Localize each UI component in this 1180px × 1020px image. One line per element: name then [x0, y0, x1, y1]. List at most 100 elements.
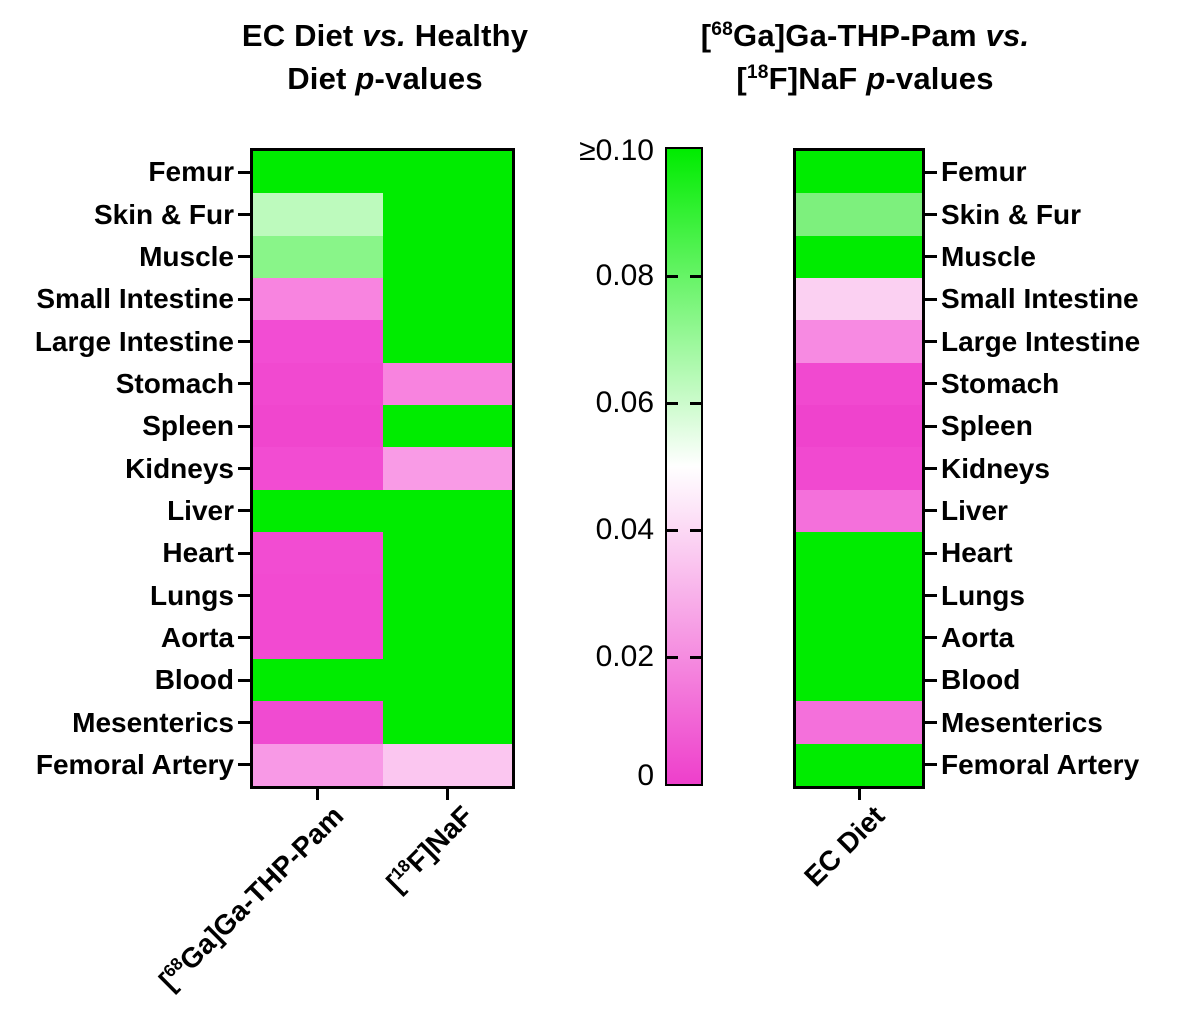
- row-label: Blood: [154, 664, 234, 696]
- y-axis-tick: [925, 213, 937, 216]
- heatmap-cell: [253, 574, 383, 617]
- isotope-superscript: 68: [711, 19, 733, 41]
- heatmap-cell: [796, 659, 922, 702]
- y-axis-tick: [238, 509, 250, 513]
- heatmap-cell: [796, 574, 922, 617]
- colorbar-tick-label: 0.04: [595, 513, 654, 546]
- heatmap-cell: [382, 616, 512, 659]
- title-text-italic: p: [866, 61, 886, 96]
- y-axis-tick: [925, 721, 937, 724]
- title-text: Ga]Ga-THP-Pam: [733, 18, 986, 53]
- x-axis-label: [18F]NaF: [380, 800, 480, 899]
- y-axis-tick: [238, 297, 250, 301]
- heatmap-left: Femur Skin & Fur Muscle Small Intestine Larg…: [35, 148, 515, 996]
- row-label: Spleen: [142, 410, 234, 442]
- heatmap-right: Femur Skin & Fur Muscle Small Intestine Larg…: [793, 148, 1140, 892]
- title-text-italic: p: [355, 61, 375, 96]
- heatmap-cell: [253, 447, 383, 490]
- heatmap-cell: [253, 151, 383, 194]
- row-label: Femoral Artery: [35, 748, 234, 780]
- heatmap-cell: [382, 193, 512, 236]
- y-axis-tick: [238, 213, 250, 216]
- y-axis-tick: [238, 721, 250, 724]
- row-label: Muscle: [941, 240, 1036, 272]
- heatmap-cell: [253, 616, 383, 659]
- y-axis-tick: [925, 467, 937, 470]
- title-text-italic: vs.: [362, 18, 406, 53]
- heatmap-cell: [796, 405, 922, 448]
- row-label: Skin & Fur: [941, 198, 1082, 230]
- heatmap-cell: [382, 489, 512, 532]
- row-label: Femur: [148, 156, 234, 188]
- row-label: Large Intestine: [34, 325, 234, 357]
- y-axis-tick: [925, 382, 937, 386]
- y-axis-tick: [238, 170, 250, 174]
- colorbar-tick-label: 0.06: [595, 386, 654, 419]
- y-axis-tick: [925, 424, 937, 428]
- row-label: Small Intestine: [941, 283, 1139, 315]
- heatmap-cell: [382, 447, 512, 490]
- row-label: Mesenterics: [72, 706, 234, 738]
- heatmap-cell: [796, 151, 922, 194]
- heatmap-cell: [796, 447, 922, 490]
- heatmap-cell: [253, 193, 383, 236]
- heatmap-cell: [796, 616, 922, 659]
- isotope-superscript: 18: [387, 855, 415, 884]
- title-text-italic: vs.: [985, 18, 1030, 53]
- row-label: Stomach: [115, 367, 234, 399]
- row-label: Muscle: [139, 240, 234, 272]
- colorbar-tick: [667, 274, 678, 278]
- row-label: Heart: [162, 537, 234, 569]
- colorbar-tick: [690, 655, 701, 659]
- right-title-line2: [18F]NaF p-values: [630, 57, 1100, 100]
- heatmap-cell: [382, 743, 512, 786]
- heatmap-cell: [796, 193, 922, 236]
- row-label: Heart: [941, 537, 1013, 569]
- heatmap-cell: [796, 362, 922, 405]
- row-label: Mesenterics: [941, 706, 1103, 738]
- heatmap-cell: [382, 278, 512, 321]
- row-label: Blood: [941, 664, 1021, 696]
- title-text: -values: [885, 61, 994, 96]
- row-label: Kidneys: [941, 452, 1050, 484]
- y-axis-tick: [238, 255, 250, 259]
- heatmap-cell: [382, 151, 512, 194]
- right-panel-title: [68Ga]Ga-THP-Pam vs. [18F]NaF p-values: [630, 14, 1100, 100]
- x-axis-label: [68Ga]Ga-THP-Pam: [153, 800, 350, 997]
- y-axis-tick: [238, 467, 250, 470]
- title-text: Diet: [287, 61, 356, 96]
- colorbar-tick: [690, 401, 701, 405]
- y-axis-tick: [238, 551, 250, 555]
- heatmap-cell: [253, 405, 383, 448]
- left-title-line1: EC Diet vs. Healthy: [135, 14, 635, 57]
- heatmap-cell: [796, 235, 922, 278]
- colorbar-tick-label: 0.02: [595, 640, 654, 673]
- colorbar-tick: [667, 401, 678, 405]
- x-axis-tick: [445, 786, 449, 800]
- row-label: Liver: [941, 494, 1008, 526]
- heatmap-cell: [796, 489, 922, 532]
- heatmap-cell: [253, 532, 383, 575]
- row-label: Aorta: [160, 621, 234, 653]
- y-axis-tick: [925, 509, 937, 513]
- y-axis-tick: [238, 678, 250, 682]
- heatmap-cell: [796, 278, 922, 321]
- heatmap-cell: [253, 489, 383, 532]
- heatmap-cell: [796, 320, 922, 363]
- y-axis-tick: [925, 551, 937, 555]
- row-label: Lungs: [150, 579, 234, 611]
- colorbar-tick-label: ≥0.10: [579, 134, 654, 167]
- heatmap-cell: [382, 320, 512, 363]
- heatmap-cell: [382, 235, 512, 278]
- y-axis-tick: [238, 424, 250, 428]
- row-label: Spleen: [941, 410, 1033, 442]
- colorbar-tick-label: 0: [637, 759, 654, 792]
- y-axis-tick: [925, 594, 937, 597]
- left-title-line2: Diet p-values: [135, 57, 635, 100]
- heatmap-cell: [796, 701, 922, 744]
- isotope-superscript: 68: [159, 953, 188, 982]
- y-axis-tick: [925, 170, 937, 174]
- row-label: Femoral Artery: [941, 748, 1140, 780]
- row-label: Aorta: [941, 621, 1015, 653]
- title-text: EC Diet: [241, 18, 363, 53]
